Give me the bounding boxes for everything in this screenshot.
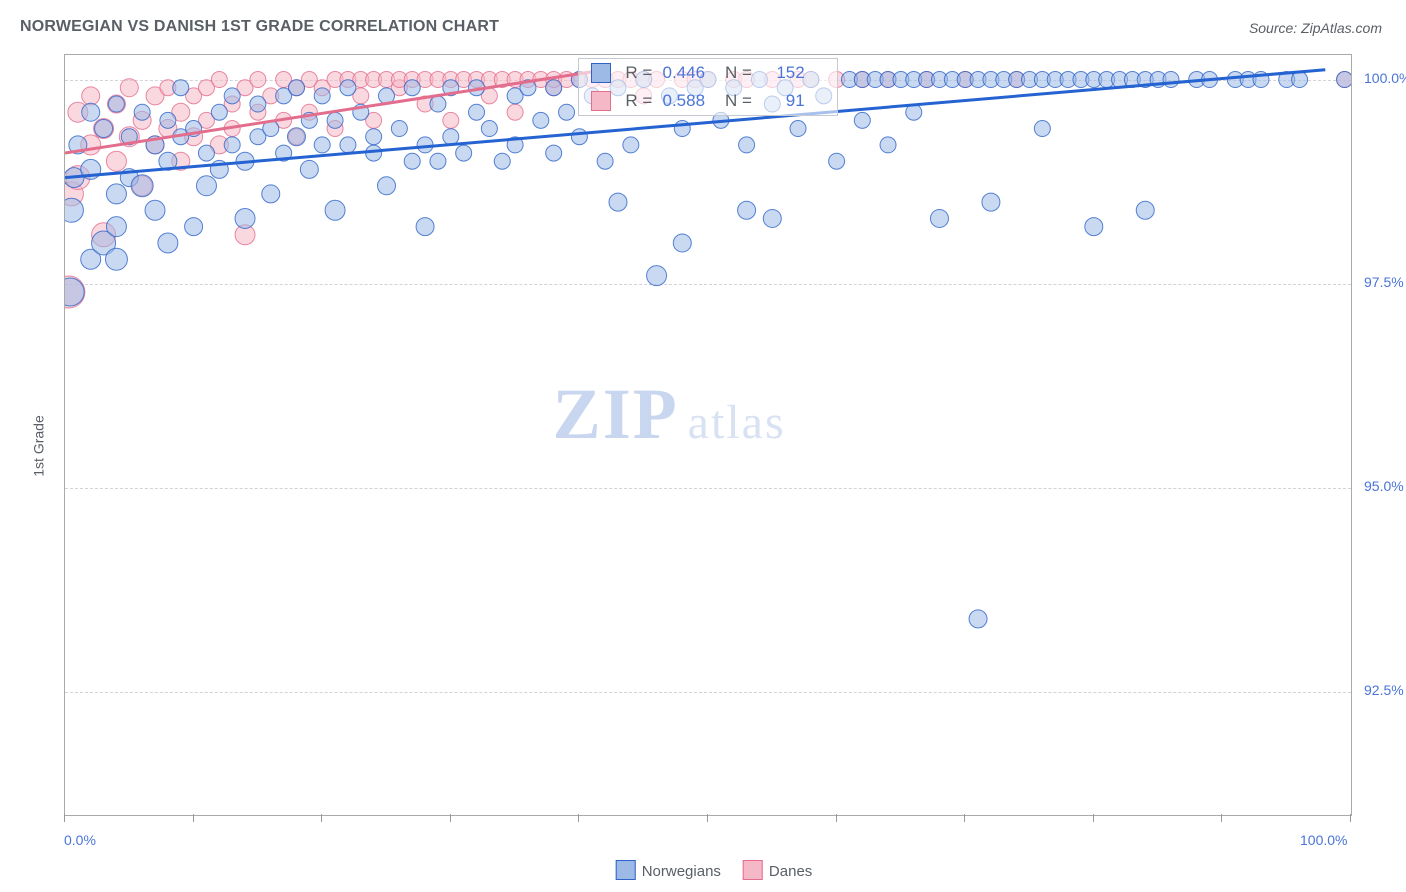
x-tick	[1093, 814, 1094, 822]
y-tick-label: 97.5%	[1364, 274, 1404, 290]
x-tick	[964, 814, 965, 822]
x-tick-label: 0.0%	[64, 832, 96, 848]
x-tick	[578, 814, 579, 822]
x-tick	[64, 814, 65, 822]
watermark: ZIP	[553, 373, 679, 456]
x-tick	[321, 814, 322, 822]
x-tick	[1350, 814, 1351, 822]
y-tick-label: 95.0%	[1364, 478, 1404, 494]
x-tick	[836, 814, 837, 822]
legend-item: Danes	[721, 863, 812, 880]
watermark: atlas	[688, 395, 786, 450]
source-label: Source: ZipAtlas.com	[1249, 20, 1382, 36]
y-axis-label: 1st Grade	[31, 415, 47, 476]
chart-title: NORWEGIAN VS DANISH 1ST GRADE CORRELATIO…	[20, 18, 499, 36]
y-tick-label: 92.5%	[1364, 682, 1404, 698]
x-tick	[193, 814, 194, 822]
stats-box: R = 0.446N = 152R = 0.588N = 91	[578, 58, 837, 116]
x-tick	[707, 814, 708, 822]
legend-item: Norwegians	[594, 863, 721, 880]
y-tick-label: 100.0%	[1364, 70, 1406, 86]
x-tick	[450, 814, 451, 822]
x-tick-label: 100.0%	[1300, 832, 1347, 848]
legend: NorwegiansDanes	[594, 860, 813, 880]
x-tick	[1221, 814, 1222, 822]
